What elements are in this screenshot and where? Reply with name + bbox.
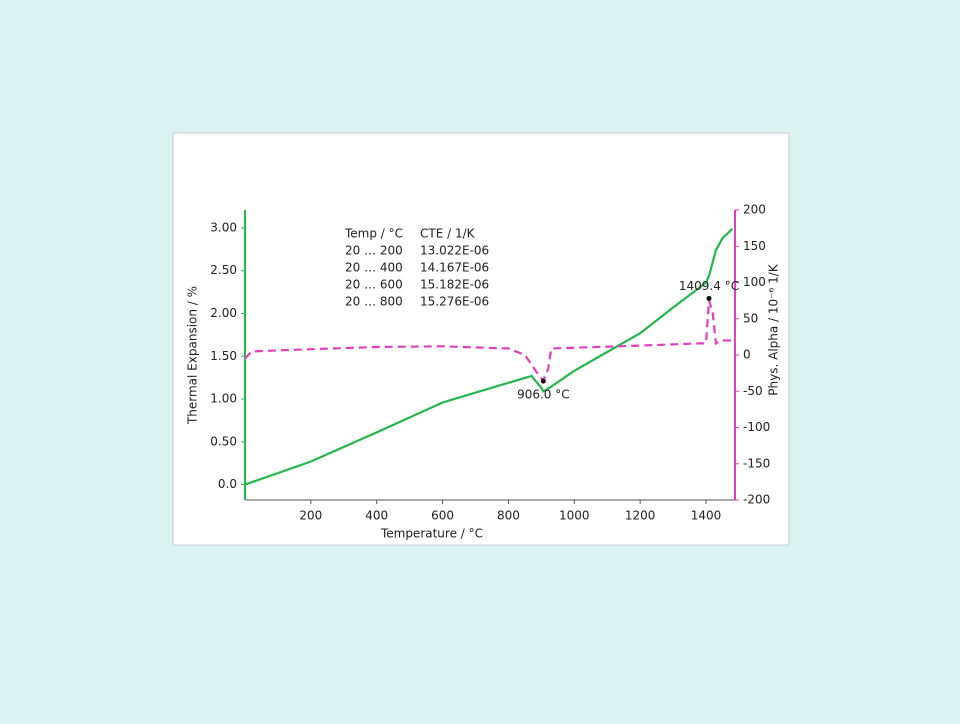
y2-tick-label: -50 (743, 384, 763, 398)
x-tick-label: 800 (497, 509, 520, 523)
annotation-label: 906.0 °C (517, 388, 570, 402)
series-line (244, 300, 733, 383)
y2-tick-label: -100 (743, 420, 770, 434)
y2-tick-label: 50 (743, 311, 758, 325)
y2-tick-label: 100 (743, 275, 766, 289)
table-cell: 13.022E-06 (420, 244, 489, 258)
table-cell: 20 … 200 (345, 244, 403, 258)
y-tick-label: 3.00 (210, 220, 237, 234)
y2-tick-label: 0 (743, 348, 751, 362)
y-tick-label: 1.00 (210, 392, 237, 406)
series-line (244, 228, 734, 486)
y-tick-label: 2.00 (210, 306, 237, 320)
x-tick-label: 1000 (559, 509, 590, 523)
x-tick-label: 1200 (625, 509, 656, 523)
x-axis-label: Temperature / °C (380, 527, 483, 541)
y2-tick-label: -200 (743, 493, 770, 507)
x-tick-label: 200 (299, 509, 322, 523)
annotation-dot (540, 378, 546, 384)
annotation-dot (706, 295, 712, 301)
y-tick-label: 0.50 (210, 434, 237, 448)
x-tick-label: 400 (365, 509, 388, 523)
y2-axis-label: Phys. Alpha / 10⁻⁶ 1/K (767, 263, 781, 396)
y-tick-label: 2.50 (210, 263, 237, 277)
y-axis-label: Thermal Expansion / % (186, 286, 200, 425)
y2-tick-label: 150 (743, 239, 766, 253)
panel (172, 132, 790, 546)
table-cell: 15.276E-06 (420, 295, 489, 309)
x-tick-label: 600 (431, 509, 454, 523)
table-cell: 20 … 800 (345, 295, 403, 309)
table-cell: 20 … 400 (345, 261, 403, 275)
table-cell: 14.167E-06 (420, 261, 489, 275)
annotation-label: 1409.4 °C (679, 279, 739, 293)
table-cell: 20 … 600 (345, 278, 403, 292)
x-tick-label: 1400 (691, 509, 722, 523)
table-header: CTE / 1/K (420, 227, 476, 241)
y2-tick-label: 200 (743, 203, 766, 217)
table-cell: 15.182E-06 (420, 278, 489, 292)
y2-tick-label: -150 (743, 456, 770, 470)
y-tick-label: 0.0 (218, 477, 237, 491)
table-header: Temp / °C (344, 227, 403, 241)
y-tick-label: 1.50 (210, 349, 237, 363)
